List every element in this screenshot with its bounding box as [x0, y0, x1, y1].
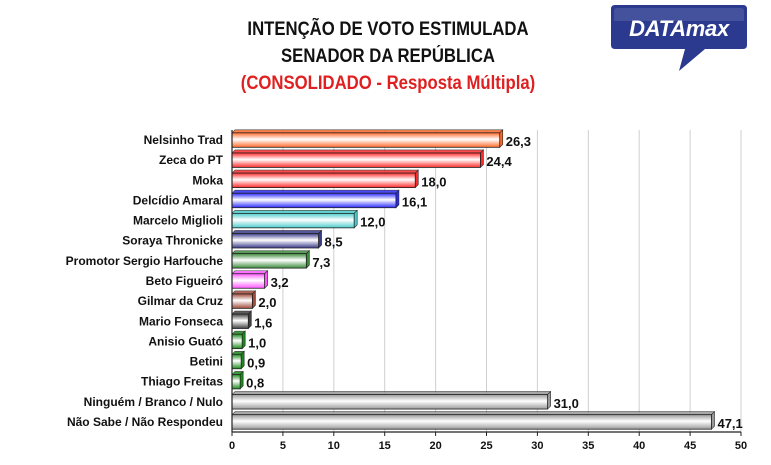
category-label: Gilmar da Cruz: [138, 294, 223, 308]
value-label: 24,4: [486, 154, 512, 169]
logo-speech-bubble: [611, 5, 747, 71]
bar-side-face: [711, 410, 715, 430]
bar: [231, 353, 242, 370]
value-label: 1,0: [248, 335, 266, 350]
chart-title-block: INTENÇÃO DE VOTO ESTIMULADA SENADOR DA R…: [150, 16, 626, 97]
bar-top-face: [231, 129, 504, 134]
chart-title-line2: SENADOR DA REPÚBLICA: [281, 46, 495, 67]
value-label: 12,0: [360, 215, 385, 230]
category-label: Zeca do PT: [159, 153, 224, 167]
category-label: Nelsinho Trad: [144, 133, 223, 147]
bar: [231, 172, 416, 188]
bar-top-face: [231, 149, 485, 154]
bar-top-face: [231, 169, 419, 174]
x-axis: 0 5 10 15 20 25 30 35 40 45 50: [229, 130, 747, 452]
value-label: 8,5: [325, 235, 343, 250]
bar-side-face: [318, 229, 322, 249]
value-label: 26,3: [506, 134, 531, 149]
bar-side-face: [241, 330, 246, 350]
x-tick-label: 5: [280, 440, 286, 452]
category-label: Ninguém / Branco / Nulo: [84, 395, 223, 409]
x-tick-label: 35: [582, 440, 594, 452]
value-label: 18,0: [421, 174, 446, 189]
bar-side-face: [306, 249, 310, 269]
bar: [231, 192, 397, 209]
x-tick-label: 25: [480, 440, 492, 452]
bar-side-face: [252, 290, 256, 310]
value-label: 16,1: [402, 194, 427, 209]
x-tick-label: 10: [328, 440, 340, 452]
bar-top-face: [231, 250, 311, 254]
value-label: 7,3: [312, 255, 330, 270]
bar-top-face: [231, 290, 257, 295]
value-label: 1,6: [254, 315, 272, 330]
bar: [231, 414, 712, 430]
bar-side-face: [264, 270, 268, 289]
category-label: Thiago Freitas: [141, 375, 223, 389]
bar-top-face: [231, 230, 323, 234]
value-label: 47,1: [717, 416, 742, 431]
bar-top-face: [231, 270, 269, 275]
x-tick-label: 50: [735, 440, 747, 452]
category-label: Promotor Sergio Harfouche: [66, 254, 224, 268]
bar-side-face: [547, 390, 551, 410]
bar: [231, 293, 253, 309]
bar-side-face: [353, 209, 358, 229]
x-tick-label: 40: [633, 440, 645, 452]
bar-top-face: [231, 391, 552, 395]
bar: [231, 233, 319, 249]
bar-side-face: [480, 149, 484, 169]
category-label: Marcelo Miglioli: [133, 214, 223, 228]
bar-side-face: [240, 350, 245, 370]
value-labels: 26,3 24,4 18,0 16,1 12,0 8,5 7,3 3,2 2,0 1,6 1,0 0,…: [246, 134, 743, 431]
x-tick-label: 45: [684, 440, 696, 452]
bar: [231, 333, 243, 350]
bar-side-face: [395, 189, 400, 209]
bar: [231, 253, 307, 269]
x-tick-label: 15: [379, 440, 391, 452]
category-label: Delcídio Amaral: [133, 193, 223, 207]
bar: [231, 132, 501, 148]
bar-top-face: [231, 189, 400, 194]
bars: [231, 129, 716, 430]
bar-side-face: [499, 129, 504, 149]
bar: [231, 152, 481, 168]
bar: [231, 212, 355, 229]
category-labels: Nelsinho Trad Zeca do PT Moka Delcídio Amar…: [66, 133, 224, 429]
chart-subtitle: (CONSOLIDADO - Resposta Múltipla): [240, 73, 536, 94]
category-label: Moka: [192, 173, 223, 187]
category-label: Beto Figueiró: [146, 274, 223, 288]
logo-text: DATAmax: [629, 16, 729, 41]
value-label: 31,0: [554, 396, 579, 411]
x-tick-label: 0: [229, 440, 235, 452]
bar-top-face: [231, 210, 358, 214]
datamax-logo: DATAmax: [609, 3, 749, 73]
category-label: Anisio Guató: [148, 334, 223, 348]
bar-side-face: [239, 370, 244, 390]
bar: [231, 273, 265, 289]
bar: [231, 374, 241, 390]
bar-side-face: [414, 169, 419, 189]
bar-top-face: [231, 411, 716, 415]
category-label: Mario Fonseca: [139, 314, 223, 328]
x-tick-label: 20: [429, 440, 441, 452]
bar: [231, 394, 548, 410]
value-label: 3,2: [271, 275, 289, 290]
value-label: 0,8: [246, 376, 264, 391]
x-tick-label: 30: [531, 440, 543, 452]
bar: [231, 313, 249, 329]
value-label: 0,9: [247, 356, 265, 371]
bar-side-face: [247, 310, 252, 330]
category-label: Soraya Thronicke: [122, 234, 223, 248]
category-label: Não Sabe / Não Respondeu: [67, 415, 223, 429]
value-label: 2,0: [258, 295, 276, 310]
category-label: Betini: [190, 355, 223, 369]
chart-title-line1: INTENÇÃO DE VOTO ESTIMULADA: [247, 19, 529, 40]
